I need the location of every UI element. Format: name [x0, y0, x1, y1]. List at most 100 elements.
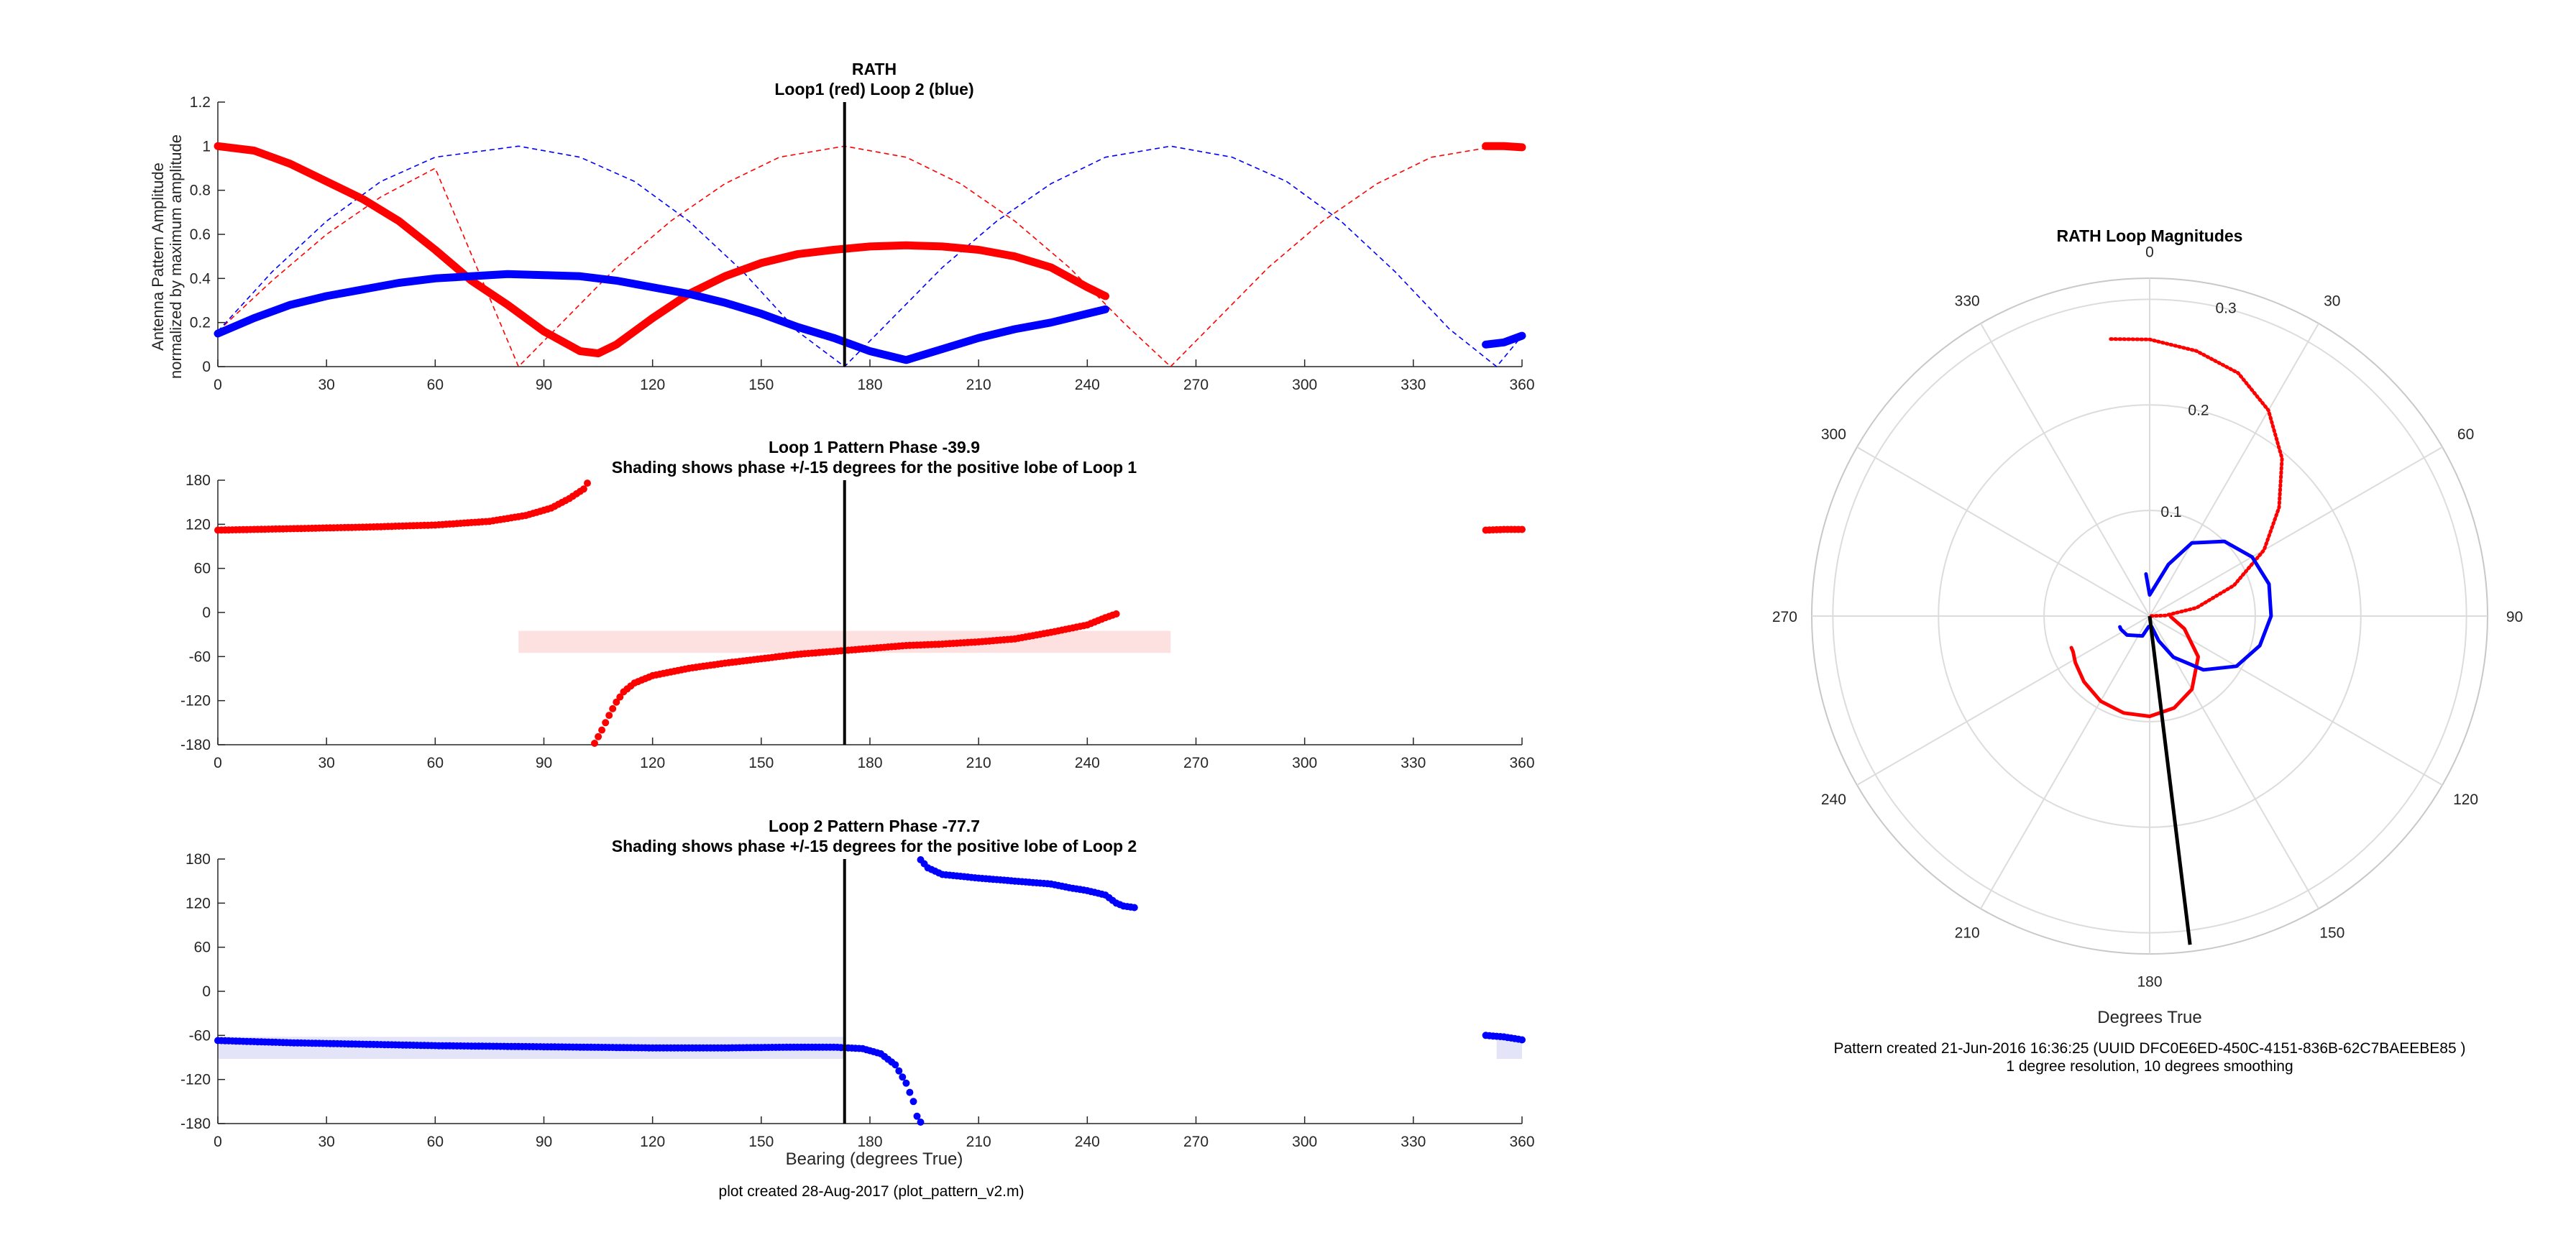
polar-spoke	[1980, 615, 2150, 909]
amplitude-y-tick-label: 0	[202, 359, 211, 375]
loop2-phase-xlabel: Bearing (degrees True)	[786, 1149, 963, 1169]
polar-angle-label: 90	[2506, 609, 2523, 625]
loop2-phase-x-tick-label: 300	[1292, 1134, 1317, 1150]
loop2-phase-x-tick-label: 120	[640, 1134, 665, 1150]
loop2-phase-y-tick-label: -180	[180, 1116, 211, 1132]
loop1-phase-x-tick-label: 210	[966, 755, 991, 771]
loop2-phase-y-tick-label: 0	[202, 983, 211, 1000]
loop2-phase-x-tick-label: 180	[857, 1134, 882, 1150]
plot-created-footer: plot created 28-Aug-2017 (plot_pattern_v…	[719, 1183, 1025, 1200]
loop2-phase-x-tick-label: 240	[1075, 1134, 1100, 1150]
loop2-phase-y-tick-label: -120	[180, 1072, 211, 1088]
loop1-phase-x-tick-label: 330	[1401, 755, 1426, 771]
loop1-phase-y-tick-label: 0	[202, 605, 211, 621]
loop2-phase-x-tick-label: 0	[214, 1134, 222, 1150]
amplitude-x-tick-label: 330	[1401, 377, 1426, 393]
polar-radius-label: 0.3	[2215, 300, 2236, 316]
polar-radius-label: 0.1	[2160, 504, 2181, 520]
loop1-phase-loop1-phase-point	[605, 712, 613, 720]
polar-angle-label: 30	[2324, 293, 2340, 309]
loop1-phase-x-tick-label: 270	[1183, 755, 1209, 771]
loop1-phase-y-tick-label: 120	[185, 516, 211, 533]
polar-angle-label: 150	[2319, 925, 2344, 942]
polar-loop1-polar-dotted-line	[2109, 337, 2284, 618]
amplitude-loop2-ideal-line	[217, 145, 1523, 367]
polar-caption-line1: Pattern created 21-Jun-2016 16:36:25 (UU…	[1834, 1040, 2466, 1057]
polar-angle-label: 330	[1955, 293, 1980, 309]
amplitude-x-tick-label: 0	[214, 377, 222, 393]
polar-bearing-line	[2148, 615, 2192, 945]
loop1-phase-y-tick-label: 180	[185, 472, 211, 489]
loop1-phase-x-tick-label: 240	[1075, 755, 1100, 771]
loop1-phase-y-tick-label: 60	[194, 561, 211, 577]
polar-angle-label: 210	[1955, 925, 1980, 942]
polar-radius-label: 0.2	[2188, 402, 2209, 418]
loop2-phase-title: Loop 2 Pattern Phase -77.7	[769, 817, 980, 835]
loop1-phase-y-tick-label: -120	[180, 693, 211, 710]
polar-angle-label: 180	[2137, 974, 2162, 991]
loop1-phase-loop1-phase-point	[616, 693, 624, 701]
amplitude-y-tick-label: 0.6	[190, 226, 211, 243]
polar-angle-label: 270	[1772, 609, 1797, 625]
polar-angle-label: 60	[2457, 426, 2474, 443]
amplitude-y-tick-label: 1	[202, 138, 211, 155]
loop2-phase-x-tick-label: 330	[1401, 1134, 1426, 1150]
amplitude-loop2-measured-line	[1482, 331, 1526, 349]
loop1-phase-loop1-phase-point	[584, 479, 591, 487]
loop2-phase-loop2-phase-point	[906, 1088, 914, 1096]
loop2-phase-loop2-phase-point	[891, 1061, 899, 1069]
loop1-phase-x-tick-label: 180	[857, 755, 882, 771]
loop2-phase-loop2-phase-point	[902, 1079, 910, 1087]
amplitude-panel: RATH Loop1 (red) Loop 2 (blue) Antenna P…	[149, 60, 1535, 393]
polar-loop1-polar-solid-line	[2069, 615, 2200, 718]
loop2-phase-x-tick-label: 30	[318, 1134, 334, 1150]
loop1-phase-x-tick-label: 360	[1509, 755, 1534, 771]
loop1-phase-loop1-phase-point	[613, 698, 620, 706]
amplitude-ylabel: Antenna Pattern Amplitude	[149, 162, 167, 351]
polar-angle-label: 300	[1821, 426, 1846, 443]
amplitude-loop2-measured-line	[214, 270, 1109, 364]
amplitude-loop1-ideal-line	[217, 145, 1523, 367]
loop1-phase-x-tick-label: 150	[748, 755, 774, 771]
amplitude-x-tick-label: 180	[857, 377, 882, 393]
loop2-phase-loop2-phase-point	[895, 1067, 903, 1075]
loop2-phase-x-tick-label: 60	[427, 1134, 444, 1150]
loop1-phase-loop1-phase-point	[609, 704, 617, 712]
amplitude-loop1-measured-line	[214, 142, 1109, 358]
loop1-phase-loop1-phase-point	[1112, 610, 1120, 617]
loop2-phase-loop2-phase-point	[1130, 904, 1138, 912]
loop2-phase-x-tick-label: 90	[536, 1134, 552, 1150]
loop2-phase-y-tick-label: -60	[189, 1027, 211, 1044]
amplitude-x-tick-label: 150	[748, 377, 774, 393]
loop1-phase-x-tick-label: 90	[536, 755, 552, 771]
loop2-phase-y-tick-label: 180	[185, 851, 211, 868]
amplitude-y-tick-label: 0.4	[190, 270, 211, 287]
polar-xlabel: Degrees True	[2097, 1008, 2201, 1027]
loop2-phase-loop2-phase-point	[913, 1112, 921, 1120]
amplitude-x-tick-label: 270	[1183, 377, 1209, 393]
polar-angle-label: 0	[2145, 244, 2154, 260]
loop1-phase-x-tick-label: 120	[640, 755, 665, 771]
loop1-phase-y-tick-label: -180	[180, 737, 211, 753]
loop1-phase-x-tick-label: 300	[1292, 755, 1317, 771]
loop1-phase-loop1-phase-point	[598, 726, 606, 734]
loop2-phase-x-tick-label: 360	[1509, 1134, 1534, 1150]
amplitude-y-tick-label: 1.2	[190, 94, 211, 111]
polar-angle-label: 240	[1821, 791, 1846, 808]
amplitude-x-tick-label: 360	[1509, 377, 1534, 393]
loop1-phase-loop1-phase-point	[595, 733, 602, 740]
amplitude-x-tick-label: 90	[536, 377, 552, 393]
loop2-phase-x-tick-label: 270	[1183, 1134, 1209, 1150]
polar-spoke	[1980, 323, 2150, 617]
polar-angle-label: 120	[2453, 791, 2478, 808]
loop2-phase-loop2-phase-point	[917, 1119, 925, 1126]
polar-panel: RATH Loop Magnitudes Degrees True Patter…	[1772, 226, 2523, 1075]
polar-spoke	[2149, 615, 2319, 909]
amplitude-loop1-measured-line	[1482, 142, 1526, 152]
amplitude-x-tick-label: 210	[966, 377, 991, 393]
loop1-phase-loop1-phase-point	[591, 740, 598, 747]
loop2-phase-subtitle: Shading shows phase +/-15 degrees for th…	[612, 837, 1137, 855]
amplitude-subtitle: Loop1 (red) Loop 2 (blue)	[774, 80, 973, 98]
loop1-phase-loop1-phase-point	[579, 485, 587, 493]
amplitude-x-tick-label: 300	[1292, 377, 1317, 393]
